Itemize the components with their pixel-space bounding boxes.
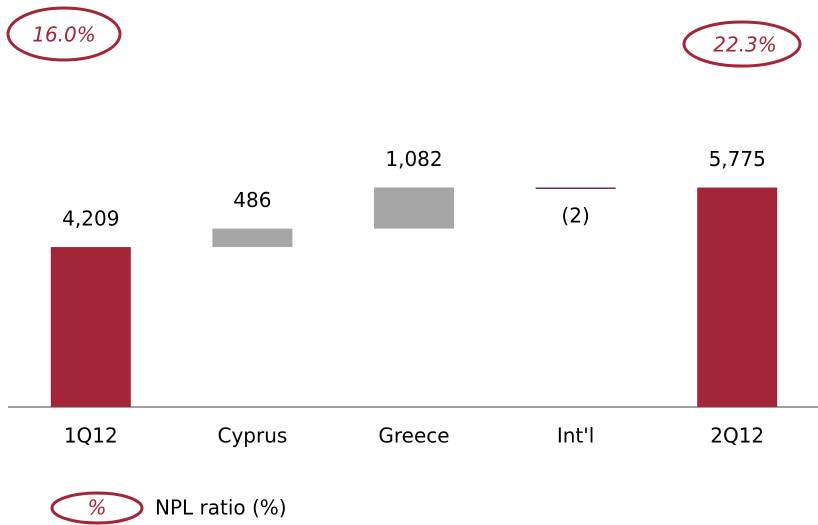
data-label: 4,209 (62, 207, 119, 231)
bar (212, 228, 293, 248)
x-tick-label: Greece (378, 424, 449, 448)
annotation-ellipse (682, 20, 802, 68)
annotation: 22.3% (713, 33, 777, 57)
bar (697, 187, 778, 407)
x-tick-label: Int'l (557, 424, 594, 448)
x-tick-label: Cyprus (217, 424, 287, 448)
legend-label: NPL ratio (%) (155, 496, 287, 520)
data-label: 1,082 (385, 147, 442, 171)
annotation-ellipse (6, 6, 122, 62)
bar (50, 247, 131, 407)
data-label: 5,775 (709, 147, 766, 171)
data-label: (2) (561, 203, 589, 227)
legend-symbol: % (87, 496, 106, 520)
legend-ellipse (50, 491, 144, 525)
bar (535, 187, 616, 189)
annotation: 16.0% (32, 23, 96, 47)
x-tick-label: 2Q12 (710, 424, 764, 448)
bar (374, 187, 454, 229)
x-tick-label: 1Q12 (64, 424, 118, 448)
data-label: 486 (233, 188, 271, 212)
